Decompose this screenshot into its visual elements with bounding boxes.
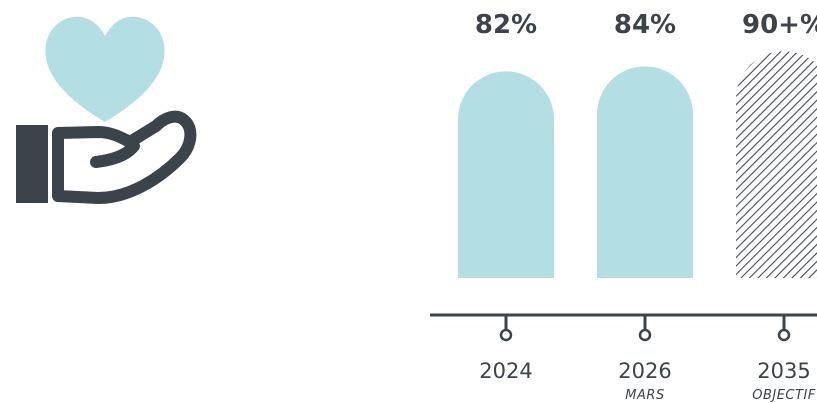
bar-2024	[458, 71, 554, 278]
cuff-shape	[16, 125, 48, 203]
heart-icon	[45, 16, 165, 123]
tick-marker-2026	[638, 328, 652, 342]
value-label-2035: 90+%	[742, 10, 817, 40]
hand-icon	[52, 110, 197, 204]
tick-sublabel-2035: OBJECTIF	[752, 388, 816, 403]
tick-sublabel-2026: MARS	[625, 388, 664, 403]
tick-marker-2035	[777, 328, 791, 342]
tick-label-2026: 2026	[618, 359, 671, 383]
bar-2035	[736, 51, 817, 278]
heart-in-hand-icon	[0, 0, 210, 220]
tick-label-2035: 2035	[757, 359, 810, 383]
value-label-2026: 84%	[614, 10, 676, 40]
value-label-2024: 82%	[475, 10, 537, 40]
tick-label-2024: 2024	[479, 359, 532, 383]
bar-2026	[597, 66, 693, 278]
tick-marker-2024	[499, 328, 513, 342]
thumb-line	[90, 140, 140, 168]
